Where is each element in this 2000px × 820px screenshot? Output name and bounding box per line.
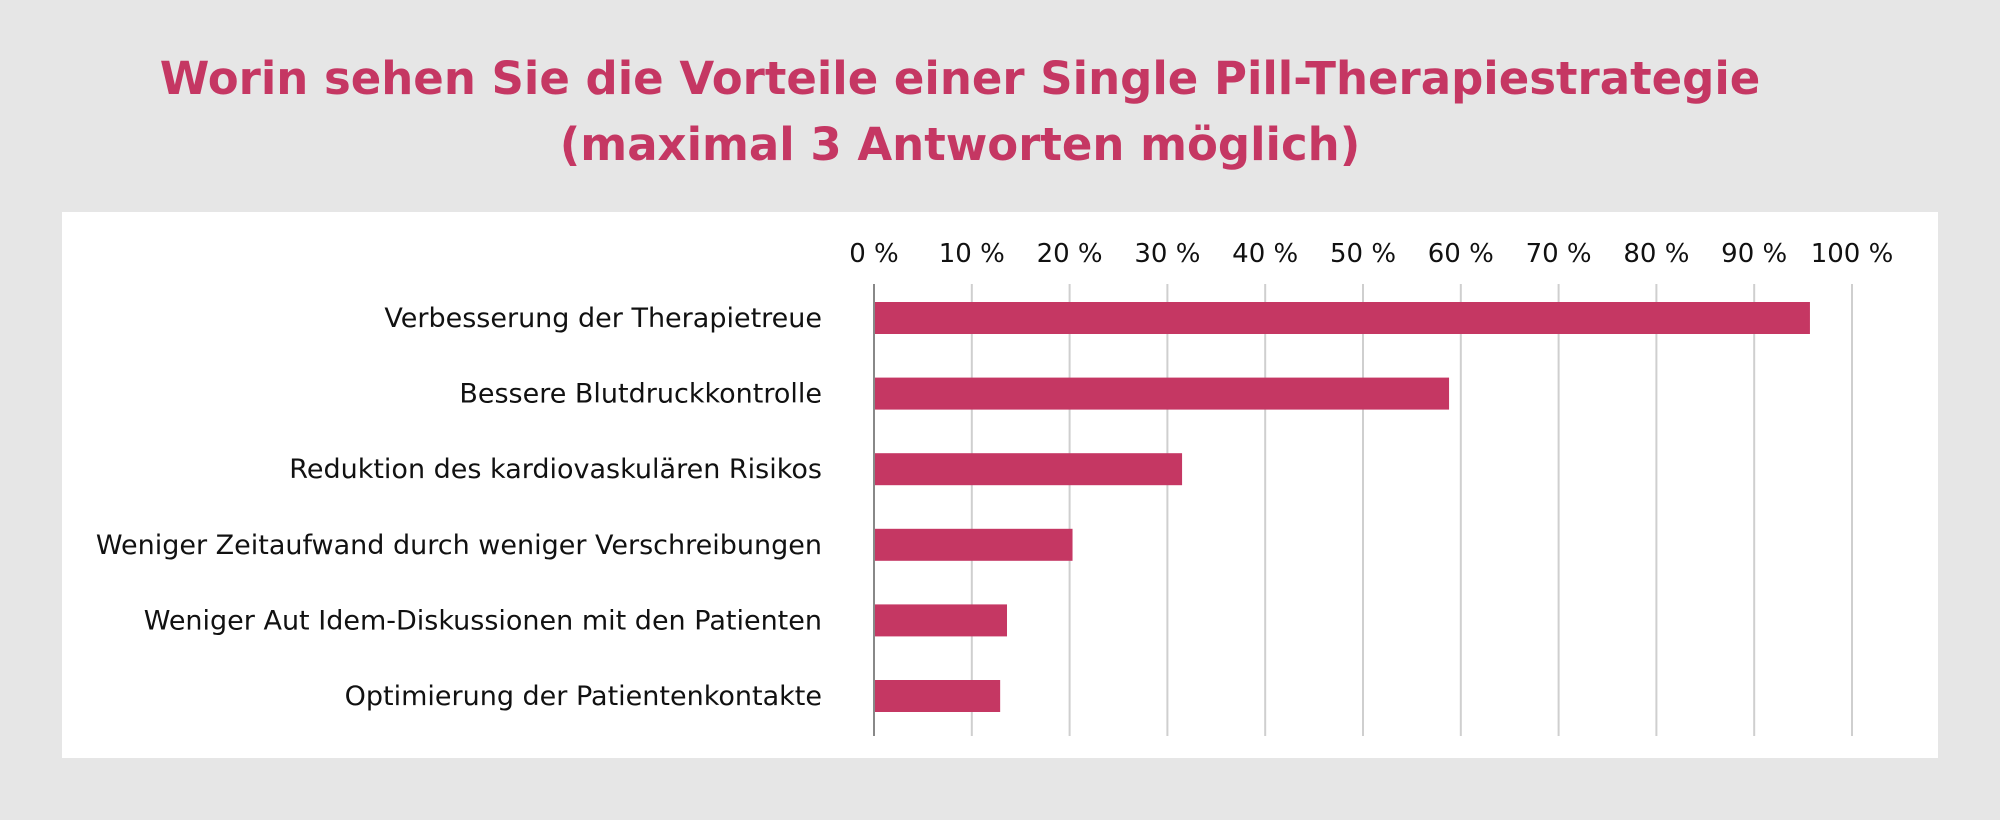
x-tick-label-50: 50 % — [1330, 239, 1396, 269]
category-label-1: Verbesserung der Therapietreue — [384, 303, 822, 334]
bar-3 — [874, 453, 1183, 486]
bar-4 — [874, 528, 1073, 561]
bars — [874, 302, 1810, 712]
category-label-2: Bessere Blutdruckkontrolle — [459, 379, 822, 410]
x-tick-label-0: 0 % — [849, 239, 899, 269]
category-label-6: Optimierung der Patientenkontakte — [345, 681, 822, 712]
chart-title-line-1: Worin sehen Sie die Vorteile einer Singl… — [159, 52, 1761, 105]
chart-title: Worin sehen Sie die Vorteile einer Singl… — [0, 46, 1920, 178]
bar-5 — [874, 604, 1008, 637]
bar-6 — [874, 680, 1001, 712]
x-tick-label-60: 60 % — [1428, 239, 1494, 269]
bar-1 — [874, 302, 1810, 334]
labels: 0 % 10 % 20 % 30 % 40 % 50 % 60 % 70 % 80 % 90 % 1… — [96, 239, 1893, 712]
gridlines — [970, 284, 1853, 736]
x-tick-label-20: 20 % — [1037, 239, 1103, 269]
x-tick-label-70: 70 % — [1526, 239, 1592, 269]
chart-panel: 0 % 10 % 20 % 30 % 40 % 50 % 60 % 70 % 80 % 90 % 1… — [62, 212, 1938, 758]
x-tick-label-80: 80 % — [1623, 239, 1689, 269]
category-label-5: Weniger Aut Idem-Diskussionen mit den Pa… — [144, 605, 822, 636]
bar-2 — [874, 377, 1450, 410]
category-label-4: Weniger Zeitaufwand durch weniger Versch… — [96, 530, 822, 561]
chart-title-line-2: (maximal 3 Antworten möglich) — [559, 118, 1361, 171]
x-tick-label-40: 40 % — [1232, 239, 1298, 269]
x-tick-label-100: 100 % — [1811, 239, 1894, 269]
category-label-3: Reduktion des kardiovaskulären Risikos — [289, 454, 822, 485]
x-tick-label-30: 30 % — [1134, 239, 1200, 269]
x-tick-label-10: 10 % — [939, 239, 1005, 269]
x-tick-label-90: 90 % — [1721, 239, 1787, 269]
bar-chart: 0 % 10 % 20 % 30 % 40 % 50 % 60 % 70 % 80 % 90 % 1… — [96, 239, 1893, 736]
